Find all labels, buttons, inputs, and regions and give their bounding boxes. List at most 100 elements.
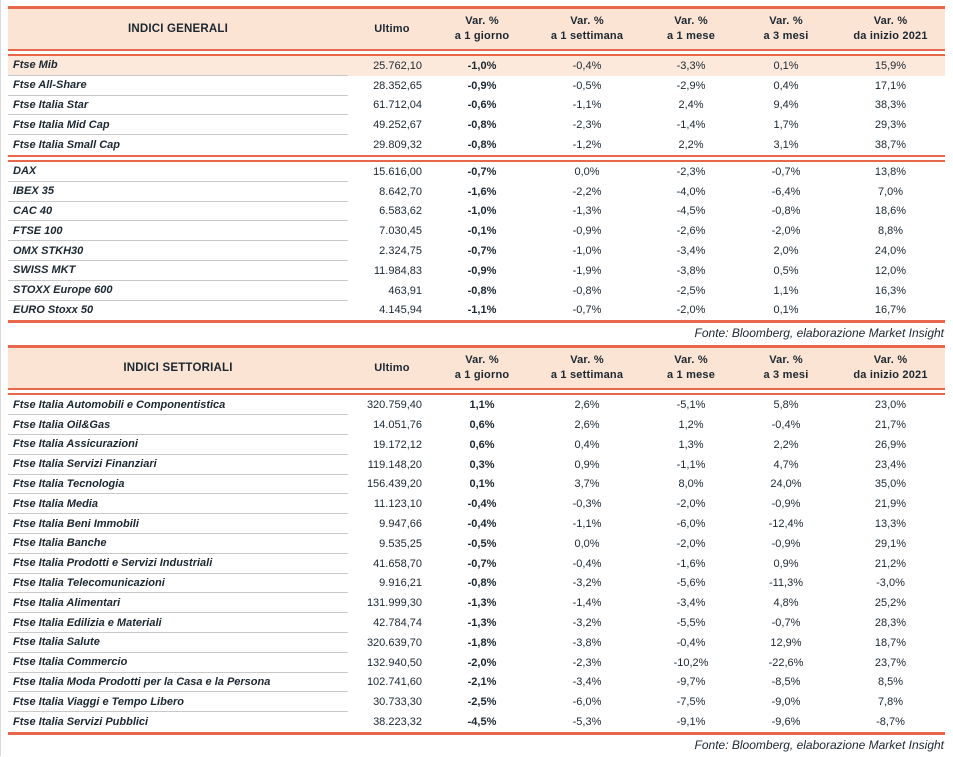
var-3-months: 4,7% [773, 458, 799, 471]
table-top-rule [8, 6, 945, 9]
var-1-month: -3,3% [676, 59, 706, 72]
var-1-day: -0,8% [467, 119, 497, 132]
var-1-day: -1,0% [467, 59, 497, 72]
column-header-line2: a 1 mese [666, 369, 716, 382]
var-1-month: -4,5% [676, 205, 706, 218]
var-1-month: 2,2% [678, 139, 704, 152]
var-1-month: -9,7% [676, 676, 706, 689]
var-1-day: -0,5% [467, 537, 497, 550]
var-3-months: -22,6% [768, 656, 804, 669]
table-body: Ftse Mib 25.762,10 -1,0% -0,4% -3,3% 0,1… [8, 56, 945, 321]
table-row: Ftse Italia Mid Cap 49.252,67 -0,8% -2,3… [8, 115, 945, 136]
table-row: CAC 40 6.583,62 -1,0% -1,3% -4,5% -0,8% … [8, 202, 945, 222]
table-row: Ftse Italia Media 11.123,10 -0,4% -0,3% … [8, 494, 945, 515]
index-name: Ftse Italia Banche [8, 534, 348, 554]
table-row: Ftse Italia Servizi Finanziari 119.148,2… [8, 455, 945, 475]
table-row: Ftse Italia Edilizia e Materiali 42.784,… [8, 613, 945, 633]
var-1-day: -0,1% [467, 225, 497, 238]
table-row: Ftse Italia Servizi Pubblici 38.223,32 -… [8, 712, 945, 732]
index-name: Ftse Italia Oil&Gas [8, 415, 348, 435]
var-ytd-2021: 21,7% [874, 419, 907, 432]
column-header-line1: Var. % [769, 15, 803, 27]
source-note: Fonte: Bloomberg, elaborazione Market In… [694, 326, 944, 341]
index-name: Ftse Italia Prodotti e Servizi Industria… [8, 554, 348, 574]
var-3-months: 2,0% [773, 245, 799, 258]
var-3-months: -0,7% [771, 617, 801, 630]
last-value: 156.439,20 [366, 478, 422, 491]
index-name: IBEX 35 [8, 182, 348, 202]
var-3-months: 5,8% [773, 399, 799, 412]
column-header-var-1-day: Var. % a 1 giorno [436, 348, 528, 388]
index-name: EURO Stoxx 50 [13, 304, 94, 317]
var-3-months: -0,8% [771, 205, 801, 218]
table-bottom-rule [8, 731, 945, 735]
var-1-month: -2,0% [676, 537, 706, 550]
last-value: 6.583,62 [379, 205, 422, 218]
last-value: 25.762,10 [373, 59, 422, 72]
column-header-line1: Var. % [674, 15, 708, 27]
last-value: 2.324,75 [379, 245, 422, 258]
var-1-day: -0,9% [467, 79, 497, 92]
var-1-month: -5,5% [676, 617, 706, 630]
var-1-day: -2,5% [467, 696, 497, 709]
var-1-month: 2,4% [678, 99, 704, 112]
var-3-months: 0,5% [773, 264, 799, 277]
var-1-day: 0,1% [469, 478, 495, 491]
var-1-day: -0,8% [467, 577, 497, 590]
index-name: FTSE 100 [8, 221, 348, 242]
var-ytd-2021: 24,0% [874, 245, 907, 258]
column-header-line2: a 3 mesi [763, 369, 809, 382]
column-header-line1: Var. % [570, 354, 604, 367]
var-ytd-2021: 17,1% [874, 79, 907, 92]
last-value: 463,91 [388, 284, 422, 297]
var-1-week: -3,4% [572, 676, 602, 689]
table-row: IBEX 35 8.642,70 -1,6% -2,2% -4,0% -6,4%… [8, 182, 945, 202]
var-ytd-2021: 18,6% [874, 205, 907, 218]
var-3-months: 1,1% [773, 284, 799, 297]
last-value: 4.145,94 [379, 304, 422, 317]
column-header-line2: da inizio 2021 [853, 30, 928, 42]
var-1-day: -1,8% [467, 636, 497, 649]
table-top-rule [8, 345, 945, 349]
var-3-months: -9,0% [771, 696, 801, 709]
table-row: Ftse Italia Oil&Gas 14.051,76 0,6% 2,6% … [8, 415, 945, 435]
var-1-week: -2,2% [572, 185, 602, 198]
var-ytd-2021: 38,3% [874, 99, 907, 112]
table-row: Ftse Italia Tecnologia 156.439,20 0,1% 3… [8, 475, 945, 495]
last-value: 102.741,60 [366, 676, 422, 689]
var-3-months: 12,9% [770, 636, 802, 649]
var-1-day: 0,3% [469, 458, 495, 471]
var-ytd-2021: 23,0% [874, 399, 907, 412]
var-1-day: -0,8% [467, 139, 497, 152]
var-1-week: -1,4% [572, 597, 602, 610]
var-1-day: -1,3% [467, 617, 497, 630]
var-ytd-2021: 23,4% [874, 458, 907, 471]
var-3-months: -8,5% [771, 676, 801, 689]
var-3-months: -11,3% [768, 577, 804, 590]
table-bottom-rule [8, 320, 945, 324]
var-1-month: 1,3% [678, 438, 704, 451]
var-1-month: -1,4% [676, 119, 706, 132]
var-ytd-2021: 13,3% [874, 518, 907, 531]
index-name: STOXX Europe 600 [8, 281, 348, 301]
index-name: Ftse Italia Edilizia e Materiali [8, 613, 348, 633]
table-title: INDICI SETTORIALI [123, 362, 233, 375]
var-1-week: -1,0% [572, 245, 602, 258]
column-header-var-1-month: Var. % a 1 mese [646, 9, 736, 49]
var-ytd-2021: 12,0% [874, 264, 907, 277]
var-1-day: -1,0% [467, 205, 497, 218]
var-1-week: -6,0% [572, 696, 602, 709]
var-1-month: -2,0% [676, 498, 706, 511]
var-1-day: -0,7% [467, 557, 497, 570]
var-1-week: -0,4% [572, 557, 602, 570]
general-indices-table: INDICI GENERALI Ultimo Var. % a 1 giorno… [8, 6, 945, 324]
header-double-rule [8, 388, 945, 396]
var-1-week: -1,1% [572, 518, 602, 531]
last-value: 15.616,00 [373, 165, 422, 178]
index-name: Ftse Italia Moda Prodotti per la Casa e … [8, 673, 348, 693]
var-1-month: -1,1% [676, 458, 706, 471]
var-ytd-2021: 7,0% [877, 185, 904, 198]
table-header: INDICI GENERALI Ultimo Var. % a 1 giorno… [8, 9, 945, 49]
var-ytd-2021: 29,1% [874, 537, 907, 550]
var-1-month: -10,2% [673, 656, 709, 669]
